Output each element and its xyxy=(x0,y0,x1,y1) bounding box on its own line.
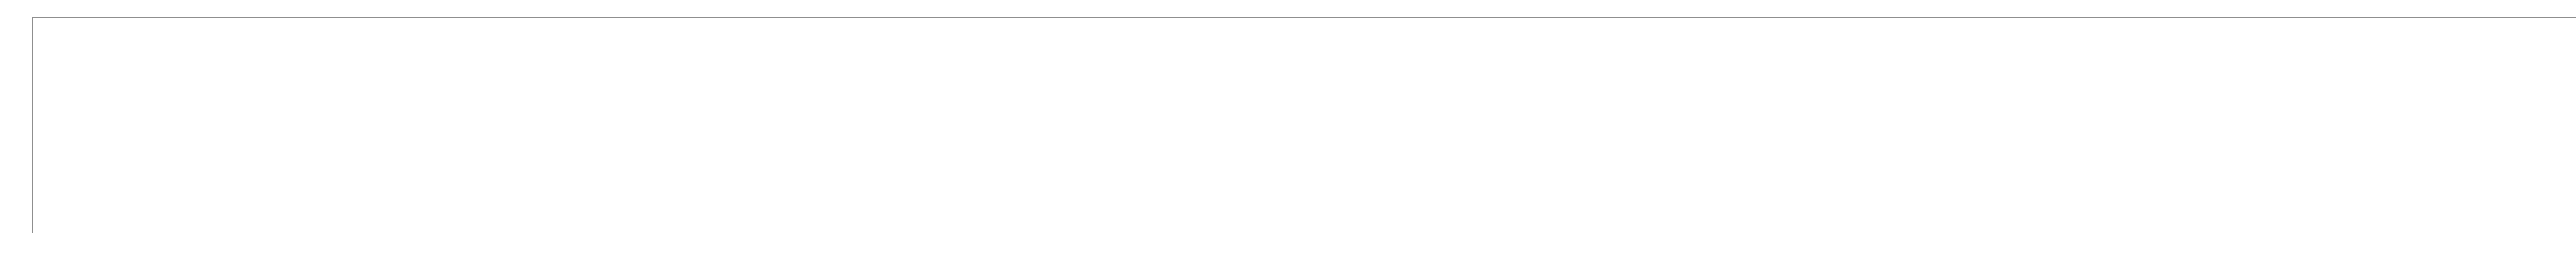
plot-border xyxy=(32,17,2576,233)
